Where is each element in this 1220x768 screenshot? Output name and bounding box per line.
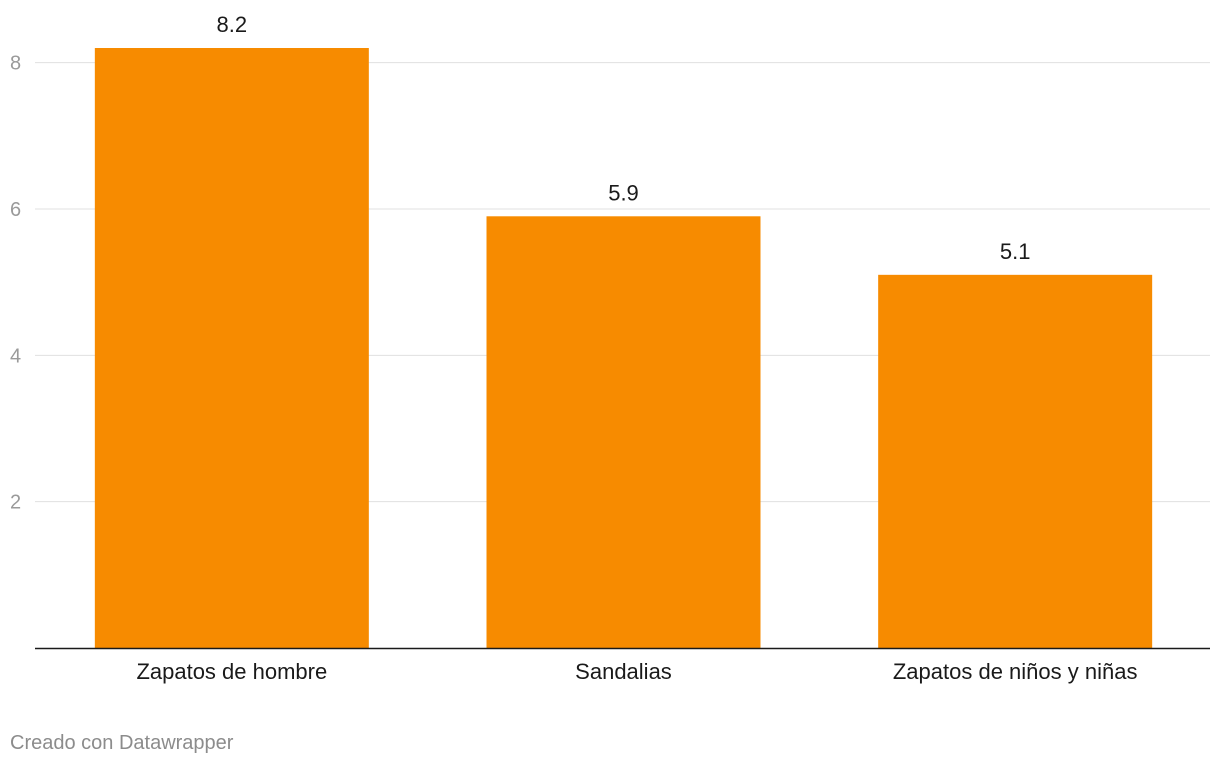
bar-value-label: 5.1 [1000, 239, 1031, 264]
x-axis-labels: Zapatos de hombre Sandalias Zapatos de niñ… [136, 659, 1137, 684]
value-labels: 8.2 5.9 5.1 [217, 12, 1031, 264]
bar-value-label: 5.9 [608, 180, 639, 205]
y-tick-label: 6 [10, 199, 21, 221]
bar-value-label: 8.2 [217, 12, 248, 37]
x-category-label: Sandalias [575, 659, 672, 684]
y-tick-label: 4 [10, 345, 21, 367]
y-axis-ticks: 2 4 6 8 [10, 53, 21, 514]
bar [486, 216, 761, 649]
x-category-label: Zapatos de niños y niñas [893, 659, 1138, 684]
bar [878, 274, 1153, 648]
bar [94, 48, 369, 648]
credit-footer: Creado con Datawrapper [10, 732, 234, 754]
y-tick-label: 8 [10, 53, 21, 75]
y-tick-label: 2 [10, 492, 21, 514]
x-category-label: Zapatos de hombre [136, 659, 327, 684]
bars [94, 48, 1153, 649]
